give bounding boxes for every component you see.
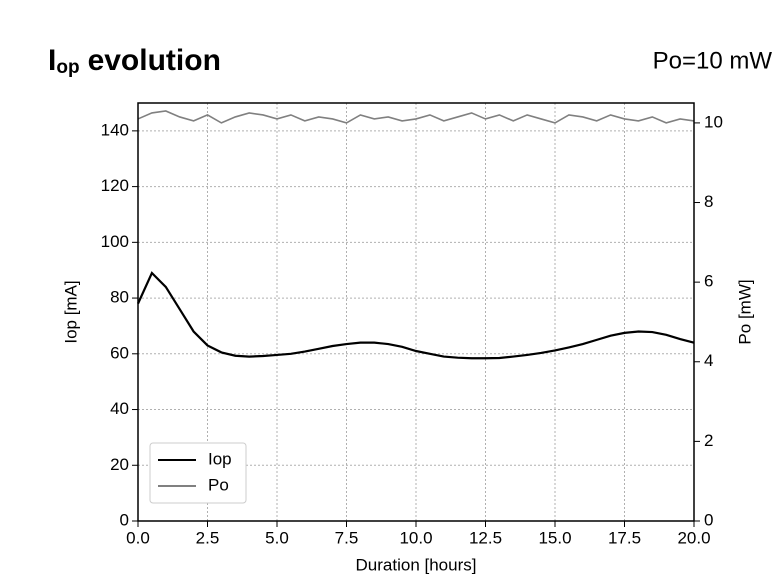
x-tick-label: 7.5 bbox=[335, 528, 359, 547]
y-tick-label: 80 bbox=[110, 288, 129, 307]
legend-label: Iop bbox=[208, 449, 232, 468]
y-tick-label: 120 bbox=[101, 176, 129, 195]
title-rest: evolution bbox=[88, 44, 221, 77]
x-tick-label: 0.0 bbox=[126, 528, 150, 547]
y-axis-label: Iop [mA] bbox=[61, 280, 80, 343]
series-line bbox=[137, 110, 695, 124]
chart-title: Iop evolution bbox=[48, 44, 221, 78]
y2-tick-label: 8 bbox=[704, 192, 713, 211]
subtitle: Po=10 mW bbox=[653, 47, 773, 74]
x-tick-label: 2.5 bbox=[196, 528, 220, 547]
x-axis-label: Duration [hours] bbox=[356, 555, 477, 574]
title-sub: op bbox=[56, 57, 79, 78]
y-tick-label: 60 bbox=[110, 343, 129, 362]
legend-label: Po bbox=[208, 475, 229, 494]
plot-frame bbox=[137, 102, 695, 522]
x-tick-label: 15.0 bbox=[538, 528, 571, 547]
x-tick-label: 20.0 bbox=[677, 528, 710, 547]
y-tick-label: 20 bbox=[110, 455, 129, 474]
x-tick-label: 17.5 bbox=[608, 528, 641, 547]
y2-axis-label: Po [mW] bbox=[735, 279, 754, 344]
series-line bbox=[136, 271, 695, 360]
x-tick-label: 5.0 bbox=[265, 528, 289, 547]
y2-tick-label: 10 bbox=[704, 112, 723, 131]
x-tick-label: 10.0 bbox=[399, 528, 432, 547]
y-tick-label: 140 bbox=[101, 120, 129, 139]
y-tick-label: 100 bbox=[101, 232, 129, 251]
y-tick-label: 40 bbox=[110, 399, 129, 418]
y2-tick-label: 0 bbox=[704, 510, 713, 529]
y-tick-label: 0 bbox=[120, 510, 129, 529]
y2-tick-label: 6 bbox=[704, 272, 713, 291]
y2-tick-label: 2 bbox=[704, 431, 713, 450]
legend-box bbox=[149, 442, 247, 504]
title-main: I bbox=[48, 44, 56, 77]
x-tick-label: 12.5 bbox=[469, 528, 502, 547]
y2-tick-label: 4 bbox=[704, 351, 713, 370]
